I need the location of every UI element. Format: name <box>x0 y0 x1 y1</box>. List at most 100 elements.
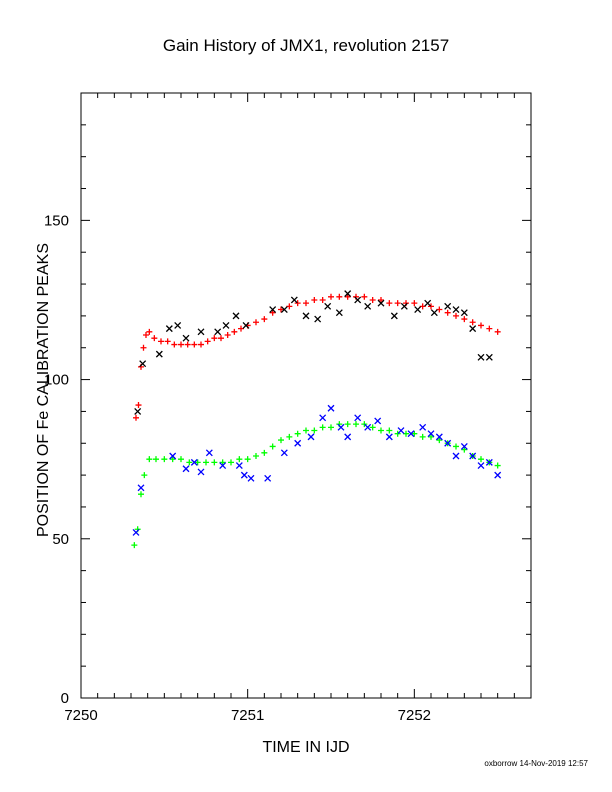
data-point-s1 <box>414 306 422 313</box>
data-point-s0 <box>369 296 376 303</box>
data-point-s0 <box>191 341 198 348</box>
x-axis-label: TIME IN IJD <box>262 739 350 756</box>
data-point-s2 <box>244 456 251 463</box>
data-point-s0 <box>198 341 204 348</box>
data-point-s2 <box>353 421 359 428</box>
data-point-s0 <box>303 300 309 307</box>
data-point-s1 <box>174 321 182 329</box>
data-point-s1 <box>155 350 163 358</box>
data-point-s0 <box>311 296 318 303</box>
data-point-s3 <box>294 439 302 447</box>
data-point-s2 <box>378 427 384 434</box>
data-point-s0 <box>278 306 284 313</box>
y-tick-label: 50 <box>52 531 69 548</box>
data-point-s1 <box>400 302 408 310</box>
data-point-s0 <box>269 309 276 316</box>
data-point-s0 <box>171 341 178 348</box>
data-point-s3 <box>307 433 315 441</box>
data-point-s2 <box>394 430 401 437</box>
data-point-s2 <box>344 421 351 428</box>
data-point-s3 <box>469 452 477 460</box>
data-point-s3 <box>190 458 198 466</box>
data-point-s0 <box>378 296 384 303</box>
data-point-s3 <box>319 414 327 422</box>
data-point-s1 <box>182 334 190 342</box>
data-point-s1 <box>242 321 250 329</box>
data-point-s2 <box>494 462 501 469</box>
data-point-s0 <box>294 300 301 307</box>
data-point-s0 <box>231 328 238 335</box>
data-point-s2 <box>328 424 334 431</box>
data-point-s1 <box>314 315 322 323</box>
data-point-s3 <box>444 439 452 447</box>
data-point-s0 <box>478 322 484 329</box>
data-point-s0 <box>453 312 459 319</box>
data-point-s2 <box>203 459 209 466</box>
data-point-s3 <box>169 452 177 460</box>
data-point-s3 <box>435 433 443 441</box>
data-point-s1 <box>139 360 147 368</box>
data-point-s3 <box>132 528 140 536</box>
data-point-s0 <box>178 341 184 348</box>
data-point-s0 <box>146 328 153 335</box>
data-point-s3 <box>197 468 205 476</box>
data-point-s0 <box>253 319 259 326</box>
data-point-s1 <box>452 306 460 313</box>
data-point-s2 <box>428 433 434 440</box>
data-point-s0 <box>261 316 268 323</box>
data-point-s1 <box>214 328 222 336</box>
data-point-s1 <box>197 328 205 336</box>
data-point-s3 <box>219 462 227 470</box>
data-point-s0 <box>428 303 434 310</box>
data-point-s1 <box>222 321 230 329</box>
data-point-s0 <box>164 338 171 345</box>
data-point-s1 <box>280 306 288 313</box>
data-point-s3 <box>452 452 460 460</box>
x-tick-label: 7251 <box>231 707 264 724</box>
data-point-s3 <box>337 423 345 431</box>
data-point-s2 <box>131 542 138 549</box>
data-point-s1 <box>444 302 452 310</box>
data-point-s3 <box>137 484 145 492</box>
data-point-s3 <box>280 449 288 457</box>
data-point-s3 <box>354 414 362 422</box>
data-point-s2 <box>453 443 459 450</box>
data-point-s3 <box>427 430 435 438</box>
data-point-s2 <box>153 456 159 463</box>
data-point-s0 <box>140 344 147 351</box>
data-point-s3 <box>327 404 335 412</box>
chart-title: Gain History of JMX1, revolution 2157 <box>162 36 450 55</box>
x-tick-label: 7250 <box>64 707 97 724</box>
data-point-s2 <box>303 427 309 434</box>
data-point-s0 <box>419 303 426 310</box>
data-point-s0 <box>386 300 393 307</box>
data-point-s1 <box>364 302 372 310</box>
data-point-s1 <box>377 299 385 307</box>
data-point-s2 <box>253 453 259 459</box>
data-point-s2 <box>194 459 201 466</box>
data-point-s2 <box>219 459 226 466</box>
data-point-s0 <box>411 300 418 307</box>
data-point-s0 <box>486 325 493 332</box>
data-point-s2 <box>419 433 426 440</box>
data-point-s0 <box>204 338 211 345</box>
data-point-s2 <box>436 437 443 444</box>
data-point-s2 <box>278 437 284 444</box>
y-tick-label: 150 <box>44 212 69 229</box>
y-axis-label: POSITION OF Fe CALIBRATION PEAKS <box>35 243 52 537</box>
data-point-s3 <box>485 458 493 466</box>
data-point-s0 <box>218 335 224 342</box>
data-point-s2 <box>169 456 176 463</box>
data-point-s0 <box>158 338 164 345</box>
data-point-s0 <box>444 309 451 316</box>
data-point-s0 <box>319 296 326 303</box>
y-tick-label: 0 <box>61 690 69 707</box>
data-point-s0 <box>224 332 231 338</box>
data-point-s0 <box>286 303 293 310</box>
data-point-s2 <box>141 472 148 479</box>
data-point-s0 <box>143 332 149 338</box>
data-point-s3 <box>182 465 190 473</box>
data-point-s0 <box>184 341 191 348</box>
data-point-s3 <box>264 474 272 482</box>
data-point-s1 <box>485 353 493 361</box>
